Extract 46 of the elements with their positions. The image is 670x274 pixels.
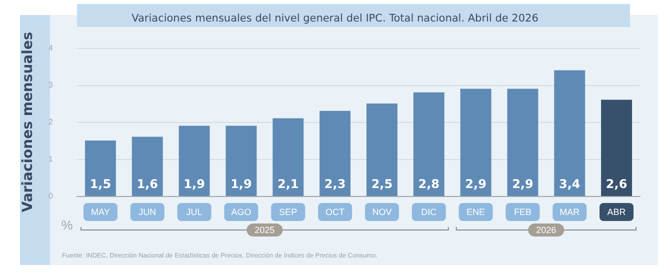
x-tick-label: FEB (514, 207, 532, 217)
bar (226, 126, 257, 196)
data-label: 2,8 (418, 177, 440, 191)
bar (507, 88, 538, 196)
text: 2026 (536, 225, 556, 235)
x-tick-label: JUN (138, 207, 156, 217)
data-label: 2,9 (512, 177, 534, 191)
x-tick-label: OCT (326, 207, 346, 217)
bar (601, 100, 632, 196)
x-tick-label: DIC (421, 207, 438, 217)
data-label: 1,5 (90, 177, 112, 191)
text: 2025 (254, 225, 275, 235)
bar (84, 140, 116, 196)
text: % (61, 218, 74, 232)
bar (178, 126, 210, 196)
data-label: 2,5 (371, 177, 393, 191)
x-tick-label: MAR (560, 207, 580, 217)
y-tick-label: 4 (48, 44, 54, 52)
data-label: 1,9 (230, 177, 252, 191)
x-tick-label: MAY (91, 207, 110, 217)
x-tick-label: NOV (372, 207, 392, 217)
y-tick-label: 2 (48, 118, 54, 126)
data-label: 1,6 (136, 177, 158, 191)
x-tick-label: AGO (231, 207, 252, 217)
y-axis-title: Variaciones mensuales (20, 32, 36, 212)
y-tick-label: 1 (48, 154, 54, 164)
bar (320, 110, 351, 196)
y-tick-label: 3 (48, 80, 54, 90)
data-label: 2,6 (606, 177, 628, 191)
bar (132, 136, 163, 196)
data-label: 2,9 (465, 177, 486, 191)
chart-title: Variaciones mensuales del nivel general del IPC. Total nacional. Abril de 2026 (132, 12, 539, 24)
bar (413, 92, 444, 196)
bar (554, 70, 586, 196)
data-label: 2,1 (277, 177, 299, 191)
x-tick-label: SEP (279, 207, 298, 217)
bar (366, 104, 398, 196)
data-label: 3,4 (558, 177, 580, 191)
x-tick-label: ENE (466, 207, 486, 217)
bar (460, 88, 492, 196)
x-tick-label: ABR (607, 207, 626, 217)
y-tick-label: 0 (48, 192, 54, 200)
data-label: 2,3 (324, 177, 346, 191)
x-tick-label: JUL (186, 207, 202, 217)
bar (272, 118, 304, 196)
data-label: 1,9 (184, 177, 205, 191)
